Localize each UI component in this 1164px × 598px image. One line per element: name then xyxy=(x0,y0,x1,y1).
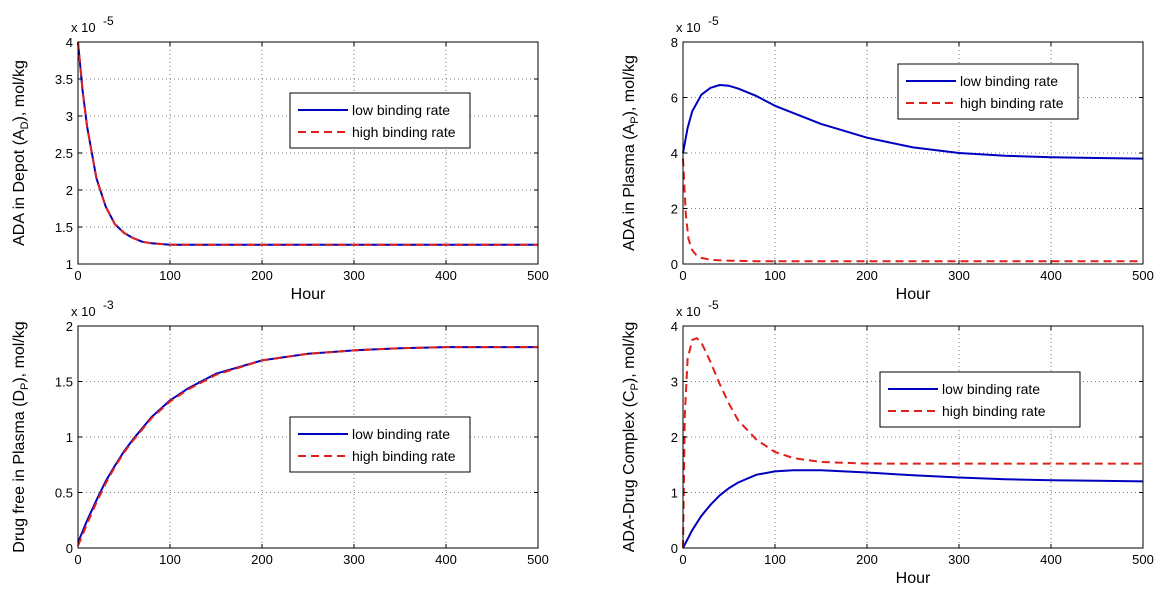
x-tick-label: 400 xyxy=(1040,268,1062,283)
x-tick-label: 200 xyxy=(856,268,878,283)
legend-label: low binding rate xyxy=(352,426,450,442)
y-axis-label-subscript: P xyxy=(19,383,31,390)
y-axis-multiplier-exponent: -3 xyxy=(103,298,114,312)
y-axis-multiplier: x 10 xyxy=(71,20,96,35)
y-axis-label-subscript: D xyxy=(19,121,31,129)
series-line-high-binding-rate xyxy=(77,41,538,246)
x-tick-label: 200 xyxy=(251,268,273,283)
x-tick-label: 0 xyxy=(74,268,81,283)
y-tick-label: 8 xyxy=(671,35,678,50)
x-tick-label: 100 xyxy=(764,552,786,567)
y-tick-label: 1 xyxy=(671,486,678,501)
y-axis-label-text-tail: ), mol/kg xyxy=(621,55,638,116)
x-tick-label: 400 xyxy=(435,268,457,283)
x-tick-label: 300 xyxy=(948,268,970,283)
y-tick-label: 2.5 xyxy=(55,146,73,161)
x-tick-label: 500 xyxy=(1132,552,1154,567)
y-axis-label-text-tail: ), mol/kg xyxy=(11,60,28,121)
legend-label: high binding rate xyxy=(942,403,1046,419)
y-tick-label: 3 xyxy=(66,109,73,124)
x-tick-label: 500 xyxy=(527,268,549,283)
x-tick-label: 400 xyxy=(435,552,457,567)
y-axis-label: ADA in Depot (AD), mol/kg xyxy=(11,60,31,246)
y-axis-label-text: ADA in Depot (A xyxy=(11,129,28,246)
chart-panel-4: 0 100 200 300 400 500 0 1 2 3 4x 10 -5 Hour ADA-Drug … xyxy=(621,298,1154,587)
legend-label: high binding rate xyxy=(352,448,456,464)
x-axis-label: Hour xyxy=(896,286,931,303)
y-tick-label: 2 xyxy=(671,202,678,217)
legend-label: high binding rate xyxy=(352,124,456,140)
legend-label: low binding rate xyxy=(352,102,450,118)
legend-label: low binding rate xyxy=(942,381,1040,397)
legend-box xyxy=(879,371,1081,428)
legend-box xyxy=(897,63,1079,120)
y-axis-label-text: ADA in Plasma (A xyxy=(621,123,638,250)
y-tick-label: 0 xyxy=(671,257,678,272)
y-tick-label: 1.5 xyxy=(55,375,73,390)
y-tick-label: 6 xyxy=(671,91,678,106)
x-tick-label: 200 xyxy=(251,552,273,567)
y-tick-label: 3 xyxy=(671,375,678,390)
chart-panel-2: 0 100 200 300 400 500 0 2 4 6 8x 10 -5 Hour ADA in Pl… xyxy=(621,14,1154,303)
y-axis-multiplier-exponent: -5 xyxy=(103,14,114,28)
x-tick-label: 300 xyxy=(948,552,970,567)
x-tick-label: 300 xyxy=(343,552,365,567)
chart-panel-1: 0 100 200 300 400 500 1 1.5 2 2.5 3 3.5 4x 10 -5 Hour A… xyxy=(11,14,549,303)
x-tick-label: 0 xyxy=(679,268,686,283)
x-tick-label: 100 xyxy=(159,268,181,283)
x-tick-label: 200 xyxy=(856,552,878,567)
x-tick-label: 300 xyxy=(343,268,365,283)
series-line-low-binding-rate xyxy=(682,469,1144,549)
x-tick-label: 100 xyxy=(764,268,786,283)
y-tick-label: 3.5 xyxy=(55,72,73,87)
y-axis-label: ADA-Drug Complex (CP), mol/kg xyxy=(621,322,641,553)
y-axis-multiplier: x 10 xyxy=(676,304,701,319)
y-axis-label-text: Drug free in Plasma (D xyxy=(11,390,28,553)
x-axis-label: Hour xyxy=(291,286,326,303)
y-axis-multiplier-exponent: -5 xyxy=(708,14,719,28)
y-axis-label-text: ADA-Drug Complex (C xyxy=(621,390,638,552)
y-tick-label: 0 xyxy=(66,541,73,556)
y-tick-label: 0 xyxy=(671,541,678,556)
y-tick-label: 4 xyxy=(671,319,678,334)
y-tick-label: 4 xyxy=(66,35,73,50)
y-tick-label: 0.5 xyxy=(55,486,73,501)
y-tick-label: 2 xyxy=(66,319,73,334)
x-tick-label: 0 xyxy=(679,552,686,567)
legend-box xyxy=(289,92,471,149)
legend-box xyxy=(289,416,471,473)
y-axis-label-subscript: P xyxy=(629,383,641,390)
y-axis-multiplier: x 10 xyxy=(71,304,96,319)
y-tick-label: 1 xyxy=(66,430,73,445)
chart-panel-3: 0 100 200 300 400 500 0 0.5 1 1.5 2x 10 -3 Drug free… xyxy=(11,298,549,567)
y-axis-label-subscript: P xyxy=(629,116,641,123)
y-axis-label: Drug free in Plasma (DP), mol/kg xyxy=(11,321,31,552)
legend-label: high binding rate xyxy=(960,95,1064,111)
y-tick-label: 1.5 xyxy=(55,220,73,235)
series-line-low-binding-rate xyxy=(682,84,1144,160)
x-tick-label: 500 xyxy=(527,552,549,567)
y-axis-label-text-tail: ), mol/kg xyxy=(621,322,638,383)
x-tick-label: 0 xyxy=(74,552,81,567)
legend-label: low binding rate xyxy=(960,73,1058,89)
x-tick-label: 100 xyxy=(159,552,181,567)
y-axis-label-text-tail: ), mol/kg xyxy=(11,321,28,382)
series-line-high-binding-rate xyxy=(682,158,1143,263)
y-tick-label: 1 xyxy=(66,257,73,272)
x-tick-label: 400 xyxy=(1040,552,1062,567)
y-tick-label: 2 xyxy=(671,430,678,445)
y-tick-label: 2 xyxy=(66,183,73,198)
y-axis-label: ADA in Plasma (AP), mol/kg xyxy=(621,55,641,251)
y-tick-label: 4 xyxy=(671,146,678,161)
series-line-high-binding-rate xyxy=(77,346,538,547)
y-axis-multiplier-exponent: -5 xyxy=(708,298,719,312)
y-axis-multiplier: x 10 xyxy=(676,20,701,35)
x-axis-label: Hour xyxy=(896,570,931,587)
x-tick-label: 500 xyxy=(1132,268,1154,283)
